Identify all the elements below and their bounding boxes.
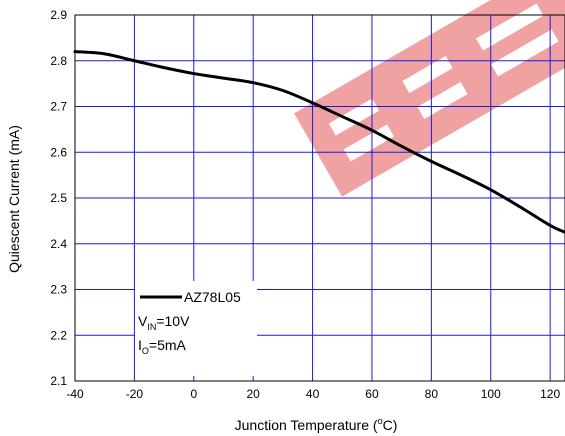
legend-io: IO=5mA	[138, 337, 187, 356]
legend-vin: VIN=10V	[138, 313, 190, 332]
x-tick-label: -20	[126, 387, 144, 401]
x-axis-title: Junction Temperature (oC)	[235, 416, 398, 433]
y-tick-label: 2.1	[50, 374, 67, 388]
y-tick-label: 2.4	[50, 237, 67, 251]
x-tick-label: 0	[190, 387, 197, 401]
y-axis-tick-labels: 2.1 2.2 2.3 2.4 2.5 2.6 2.7 2.8 2.9	[50, 8, 67, 388]
legend-series-label: AZ78L05	[184, 289, 241, 305]
x-tick-label: 20	[247, 387, 261, 401]
x-tick-label: -40	[66, 387, 84, 401]
y-tick-label: 2.2	[50, 328, 67, 342]
plot-frame	[74, 14, 565, 382]
series-line-az78l05	[73, 50, 565, 234]
legend: AZ78L05 VIN=10V IO=5mA	[135, 281, 257, 376]
y-tick-label: 2.5	[50, 191, 67, 205]
y-tick-label: 2.9	[50, 8, 67, 22]
x-tick-label: 40	[306, 387, 320, 401]
grid-lines	[75, 15, 565, 381]
y-tick-label: 2.6	[50, 145, 67, 159]
x-tick-label: 100	[481, 387, 501, 401]
x-tick-label: 60	[365, 387, 379, 401]
watermark-logo	[294, 0, 565, 197]
y-axis-title: Quiescent Current (mA)	[6, 125, 22, 273]
x-tick-label: 120	[540, 387, 560, 401]
x-axis-tick-labels: -40 -20 0 20 40 60 80 100 120	[66, 387, 560, 401]
y-tick-label: 2.8	[50, 54, 67, 68]
x-tick-label: 80	[425, 387, 439, 401]
y-tick-label: 2.3	[50, 283, 67, 297]
y-tick-label: 2.7	[50, 100, 67, 114]
